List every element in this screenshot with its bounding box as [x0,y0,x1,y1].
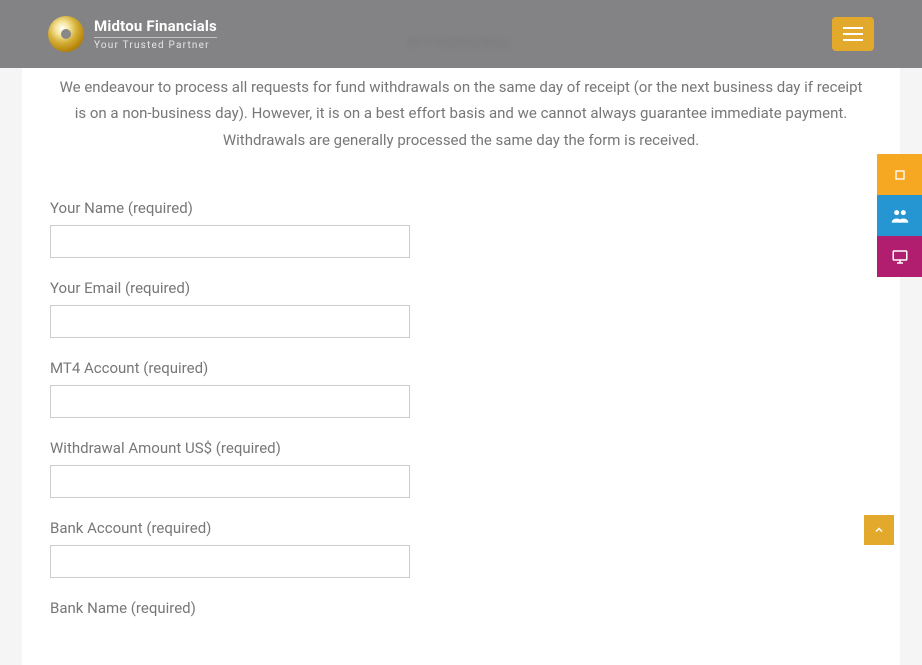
platform-icon [891,249,909,265]
page-content: WITHDRAWAL We endeavour to process all r… [22,0,900,665]
site-header: Midtou Financials Your Trusted Partner [0,0,922,68]
side-tabs [877,154,922,277]
brand-text: Midtou Financials Your Trusted Partner [94,17,217,51]
download-icon [892,167,908,183]
label-your-email: Your Email (required) [50,279,872,297]
input-mt4-account[interactable] [50,385,410,418]
label-your-name: Your Name (required) [50,199,872,217]
input-your-email[interactable] [50,305,410,338]
field-your-email: Your Email (required) [50,279,872,354]
field-bank-name: Bank Name (required) [50,599,872,617]
field-mt4-account: MT4 Account (required) [50,359,872,434]
scroll-to-top-button[interactable] [864,515,894,545]
chevron-up-icon [873,524,885,536]
partners-icon [890,208,910,224]
field-your-name: Your Name (required) [50,199,872,274]
field-withdrawal-amount: Withdrawal Amount US$ (required) [50,439,872,514]
label-mt4-account: MT4 Account (required) [50,359,872,377]
brand-logo[interactable]: Midtou Financials Your Trusted Partner [48,16,217,52]
field-bank-account: Bank Account (required) [50,519,872,594]
input-your-name[interactable] [50,225,410,258]
brand-tagline: Your Trusted Partner [94,37,217,51]
side-tab-partners[interactable] [877,195,922,236]
brand-name: Midtou Financials [94,17,217,35]
label-withdrawal-amount: Withdrawal Amount US$ (required) [50,439,872,457]
label-bank-account: Bank Account (required) [50,519,872,537]
withdrawal-form: Your Name (required) Your Email (require… [50,199,872,617]
menu-toggle-button[interactable] [832,17,874,51]
side-tab-platform[interactable] [877,236,922,277]
logo-disc-icon [48,16,84,52]
label-bank-name: Bank Name (required) [50,599,872,617]
intro-text: We endeavour to process all requests for… [54,74,868,153]
side-tab-download[interactable] [877,154,922,195]
input-withdrawal-amount[interactable] [50,465,410,498]
